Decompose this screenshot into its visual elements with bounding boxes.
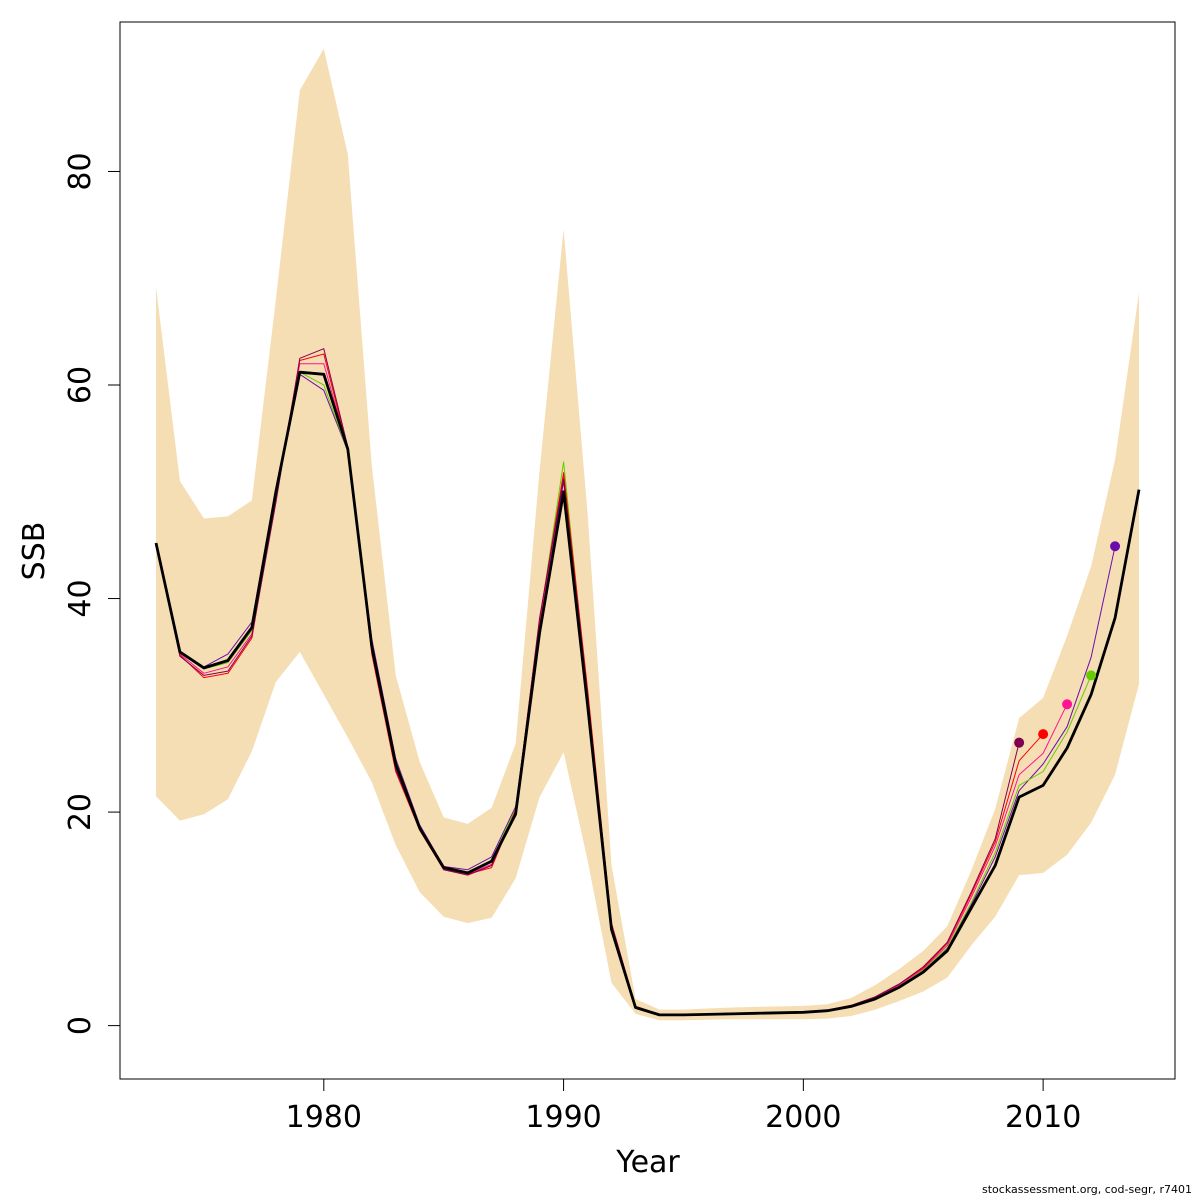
x-tick-label: 2000 [765, 1100, 841, 1135]
y-axis: 0 20 40 60 80 [63, 152, 120, 1035]
series-line-main [154, 370, 1141, 1017]
series-layer [154, 348, 1141, 1017]
footer-credit: stockassessment.org, cod-segr, r7401 [982, 1183, 1192, 1196]
x-tick-label: 1980 [286, 1100, 362, 1135]
y-tick-label: 40 [63, 579, 98, 617]
series-endpoint-4 [1086, 670, 1097, 681]
x-axis-title: Year [615, 1145, 680, 1180]
y-tick-label: 0 [63, 1016, 98, 1035]
y-tick-label: 80 [63, 152, 98, 190]
x-tick-label: 2010 [1005, 1100, 1081, 1135]
y-tick-label: 60 [63, 366, 98, 404]
series-endpoint-3 [1062, 699, 1073, 710]
series-endpoint-1 [1014, 737, 1025, 748]
plot-frame [119, 21, 1176, 1080]
endpoint-markers-layer [1014, 541, 1121, 748]
series-endpoint-2 [1038, 729, 1049, 740]
x-tick-label: 1990 [525, 1100, 601, 1135]
series-endpoint-5 [1110, 541, 1121, 552]
y-axis-title: SSB [17, 522, 52, 581]
y-tick-label: 20 [63, 793, 98, 831]
x-axis: 1980 1990 2000 2010 [286, 1079, 1081, 1135]
